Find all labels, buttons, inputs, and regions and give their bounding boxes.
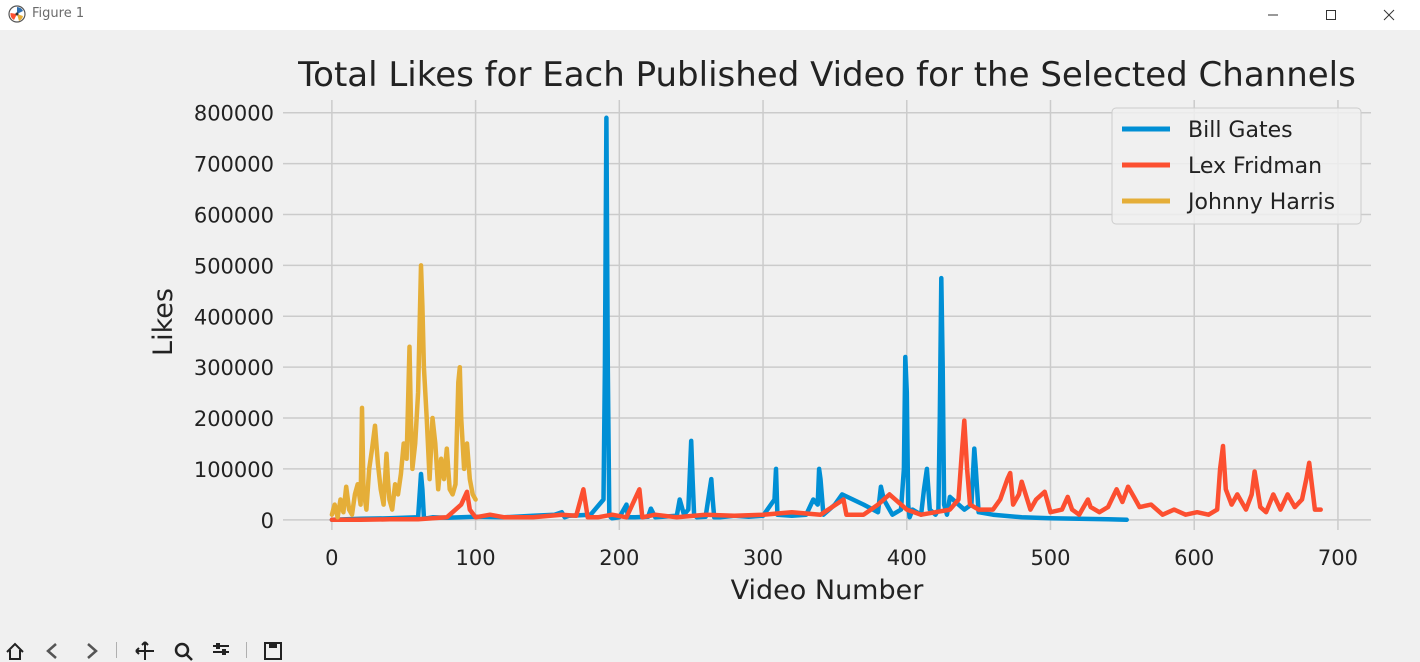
x-tick-label: 0 <box>325 546 338 570</box>
y-tick-label: 100000 <box>194 458 274 482</box>
x-tick-label: 700 <box>1318 546 1358 570</box>
legend-entry-label: Bill Gates <box>1188 118 1293 143</box>
navigation-toolbar <box>0 636 1420 661</box>
x-tick-label: 100 <box>456 546 496 570</box>
minimize-button[interactable] <box>1250 0 1296 30</box>
y-tick-label: 800000 <box>194 102 274 126</box>
configure-icon[interactable] <box>210 640 232 662</box>
y-tick-label: 700000 <box>194 153 274 177</box>
x-tick-label: 500 <box>1030 546 1070 570</box>
home-icon[interactable] <box>4 640 26 662</box>
window-titlebar: Figure 1 <box>0 0 1420 30</box>
toolbar-separator <box>116 642 117 658</box>
y-tick-label: 400000 <box>194 305 274 329</box>
maximize-button[interactable] <box>1308 0 1354 30</box>
close-button[interactable] <box>1366 0 1412 30</box>
series-line-bill-gates <box>329 115 1129 523</box>
legend[interactable]: Bill Gates Lex Fridman Johnny Harris <box>1111 107 1362 225</box>
axes: 0 100 200 300 400 500 600 700 0 100000 200000 30000… <box>194 102 1358 570</box>
y-tick-label: 300000 <box>194 356 274 380</box>
forward-icon[interactable] <box>80 640 102 662</box>
series-lines <box>329 115 1323 523</box>
x-tick-label: 300 <box>743 546 783 570</box>
close-icon <box>1383 9 1395 21</box>
y-tick-label: 200000 <box>194 407 274 431</box>
y-tick-label: 600000 <box>194 203 274 227</box>
series-line-lex-fridman <box>329 418 1323 523</box>
toolbar-separator <box>246 642 247 658</box>
y-tick-label: 0 <box>261 509 274 533</box>
legend-box <box>1111 107 1362 225</box>
x-tick-label: 600 <box>1174 546 1214 570</box>
y-axis-label: Likes <box>148 288 179 356</box>
legend-entry-label: Lex Fridman <box>1188 154 1322 179</box>
y-tick-label: 500000 <box>194 254 274 278</box>
minimize-icon <box>1268 14 1278 16</box>
save-icon[interactable] <box>262 640 284 662</box>
x-axis-label: Video Number <box>731 575 925 606</box>
pan-icon[interactable] <box>134 640 156 662</box>
legend-entry-label: Johnny Harris <box>1186 190 1335 215</box>
maximize-icon <box>1326 10 1336 20</box>
x-tick-label: 200 <box>599 546 639 570</box>
series-line-johnny-harris <box>329 263 478 520</box>
zoom-icon[interactable] <box>172 640 194 662</box>
matplotlib-logo-icon <box>8 5 26 23</box>
x-tick-label: 400 <box>887 546 927 570</box>
window-title: Figure 1 <box>32 6 85 21</box>
figure-canvas[interactable]: 0 100 200 300 400 500 600 700 0 100000 200000 30000… <box>0 30 1420 636</box>
chart-title: Total Likes for Each Published Video for… <box>297 55 1356 95</box>
back-icon[interactable] <box>42 640 64 662</box>
